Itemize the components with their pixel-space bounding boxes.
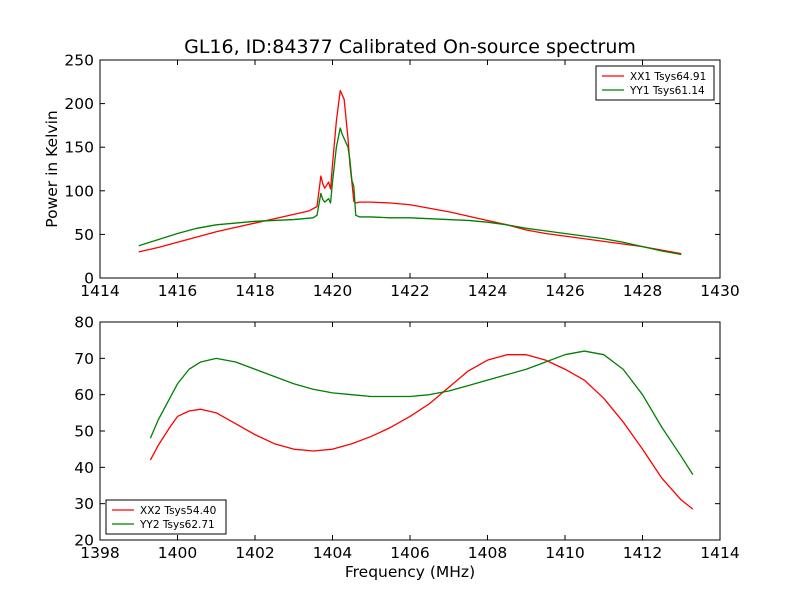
x-tick-label: 1430 — [700, 282, 739, 300]
x-tick-label: 1420 — [313, 282, 352, 300]
y-tick-label: 250 — [64, 52, 94, 70]
x-tick-label: 1410 — [545, 544, 584, 562]
legend-box — [105, 499, 227, 535]
x-tick-label: 1414 — [700, 544, 739, 562]
y-tick-label: 40 — [74, 459, 94, 477]
y-tick-label: 50 — [74, 226, 94, 244]
y-tick-label: 60 — [74, 386, 94, 404]
x-axis-label: Frequency (MHz) — [345, 563, 475, 581]
x-tick-label: 1414 — [80, 282, 119, 300]
legend: XX1 Tsys64.91 YY1 Tsys61.14 — [595, 65, 715, 101]
x-tick-label: 1416 — [158, 282, 197, 300]
top-spectrum-plot: 1414 1416 1418 1420 1422 1424 1426 1428 1430 0 50 1… — [43, 52, 740, 301]
x-tick-label: 1398 — [80, 544, 119, 562]
bottom-spectrum-plot: 1398 1400 1402 1404 1406 1408 1410 1412 1414 20 30… — [74, 314, 739, 582]
x-tick-label: 1408 — [468, 544, 507, 562]
y-axis-label: Power in Kelvin — [43, 110, 61, 227]
series-line-1 — [149, 354, 694, 510]
legend-label: XX1 Tsys64.91 — [630, 71, 706, 83]
x-tick-label: 1418 — [235, 282, 274, 300]
y-tick-label: 70 — [74, 350, 94, 368]
series-line-2 — [149, 350, 694, 475]
legend: XX2 Tsys54.40 YY2 Tsys62.71 — [105, 499, 227, 535]
x-tick-label: 1402 — [235, 544, 274, 562]
y-tick-label: 100 — [64, 182, 94, 200]
x-tick-label: 1404 — [313, 544, 352, 562]
y-tick-label: 200 — [64, 95, 94, 113]
series-line-2 — [138, 127, 682, 256]
y-tick-label: 80 — [74, 314, 94, 332]
x-tick-label: 1428 — [623, 282, 662, 300]
x-tick-label: 1400 — [158, 544, 197, 562]
x-tick-label: 1406 — [390, 544, 429, 562]
legend-label: YY1 Tsys61.14 — [629, 85, 705, 97]
y-tick-label: 20 — [74, 532, 94, 550]
y-tick-label: 50 — [74, 423, 94, 441]
y-tick-label: 30 — [74, 495, 94, 513]
x-tick-label: 1426 — [545, 282, 584, 300]
x-tick-label: 1424 — [468, 282, 507, 300]
legend-label: YY2 Tsys62.71 — [139, 519, 215, 531]
y-tick-label: 150 — [64, 139, 94, 157]
x-tick-label: 1412 — [623, 544, 662, 562]
y-tick-label: 0 — [84, 270, 94, 288]
x-tick-label: 1422 — [390, 282, 429, 300]
legend-box — [595, 65, 715, 101]
chart-title: GL16, ID:84377 Calibrated On-source spec… — [184, 36, 636, 58]
legend-label: XX2 Tsys54.40 — [140, 505, 216, 517]
